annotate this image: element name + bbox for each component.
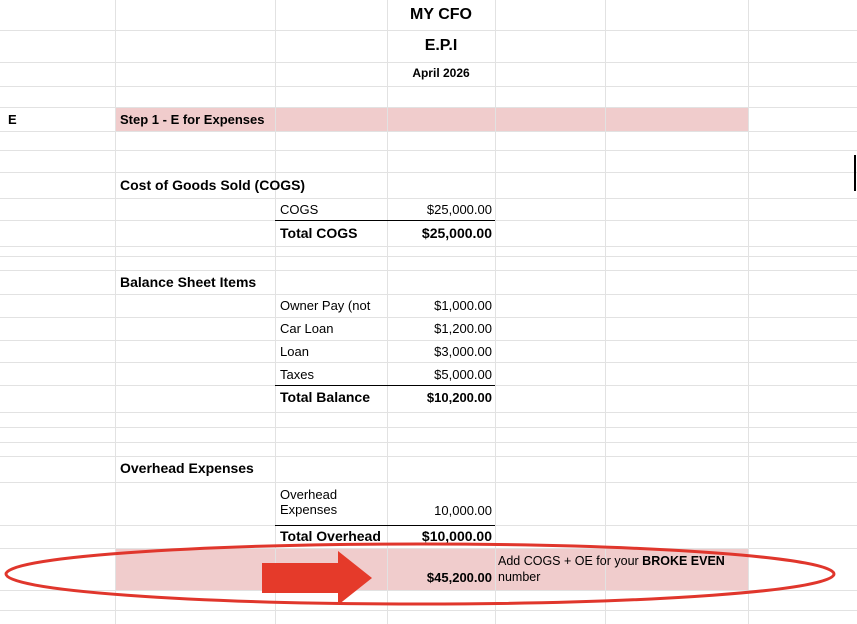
total-label: Total Balance [280, 389, 370, 405]
section-heading: Overhead Expenses [120, 460, 254, 476]
grid-col-line [275, 0, 276, 624]
item-amount: $1,200.00 [434, 321, 492, 336]
grid-col-line [387, 0, 388, 624]
grid-col-line [495, 0, 496, 624]
grid-row-line [0, 198, 857, 199]
grid-row-line [0, 340, 857, 341]
grid-row-line [0, 246, 857, 247]
total-amount: $10,200.00 [426, 390, 492, 405]
grid-row-line [0, 362, 857, 363]
grid-row-line [0, 317, 857, 318]
item-amount: $5,000.00 [434, 367, 492, 382]
item-label: Car Loan [280, 321, 334, 336]
sheet-subtitle: E.P.I [424, 37, 458, 54]
grid-col-line [748, 0, 749, 624]
grid-row-line [0, 270, 857, 271]
total-rule [275, 385, 495, 386]
summary-note: Add COGS + OE for your BROKE EVEN number [498, 553, 753, 585]
grid-row-line [0, 456, 857, 457]
sheet-title: MY CFO [410, 6, 472, 23]
total-label: Total Overhead [280, 528, 381, 544]
grid-col-line [605, 0, 606, 624]
note-text: Add COGS + OE for your [498, 554, 639, 568]
note-text: number [498, 570, 541, 584]
grid-row-line [0, 412, 857, 413]
grid-row-line [0, 107, 857, 108]
grid-row-line [0, 62, 857, 63]
grid-row-line [0, 150, 857, 151]
item-label: Owner Pay (not [280, 298, 371, 313]
grid-row-line [0, 548, 857, 549]
section-heading: Cost of Goods Sold (COGS) [120, 177, 306, 193]
step-marker: E [8, 112, 17, 127]
grid-row-line [0, 256, 857, 257]
grid-row-line [0, 427, 857, 428]
total-amount: $25,000.00 [421, 225, 492, 241]
grid-col-line [115, 0, 116, 624]
item-amount: 10,000.00 [434, 503, 492, 518]
grid-row-line [0, 442, 857, 443]
grid-row-line [0, 610, 857, 611]
item-label: Overhead Expenses [280, 487, 338, 517]
step-fill [115, 107, 748, 131]
item-amount: $1,000.00 [434, 298, 492, 313]
grid-row-line [0, 131, 857, 132]
total-rule [275, 525, 495, 526]
grid-row-line [0, 590, 857, 591]
item-label: Loan [280, 344, 309, 359]
grid-row-line [0, 294, 857, 295]
grid-row-line [0, 86, 857, 87]
item-label: COGS [280, 202, 319, 217]
item-amount: $25,000.00 [426, 202, 492, 217]
section-heading: Balance Sheet Items [120, 274, 257, 290]
cursor-bar [854, 155, 856, 191]
total-rule [275, 220, 495, 221]
step-label: Step 1 - E for Expenses [120, 112, 265, 127]
grid-row-line [0, 172, 857, 173]
item-label: Taxes [280, 367, 314, 382]
grid-row-line [0, 482, 857, 483]
item-amount: $3,000.00 [434, 344, 492, 359]
sheet-date: April 2026 [412, 66, 470, 80]
total-label: Total COGS [280, 225, 358, 241]
total-amount: $10,000.00 [421, 528, 492, 544]
summary-amount: $45,200.00 [426, 570, 492, 585]
note-text: BROKE EVEN [642, 554, 725, 568]
grid-row-line [0, 30, 857, 31]
